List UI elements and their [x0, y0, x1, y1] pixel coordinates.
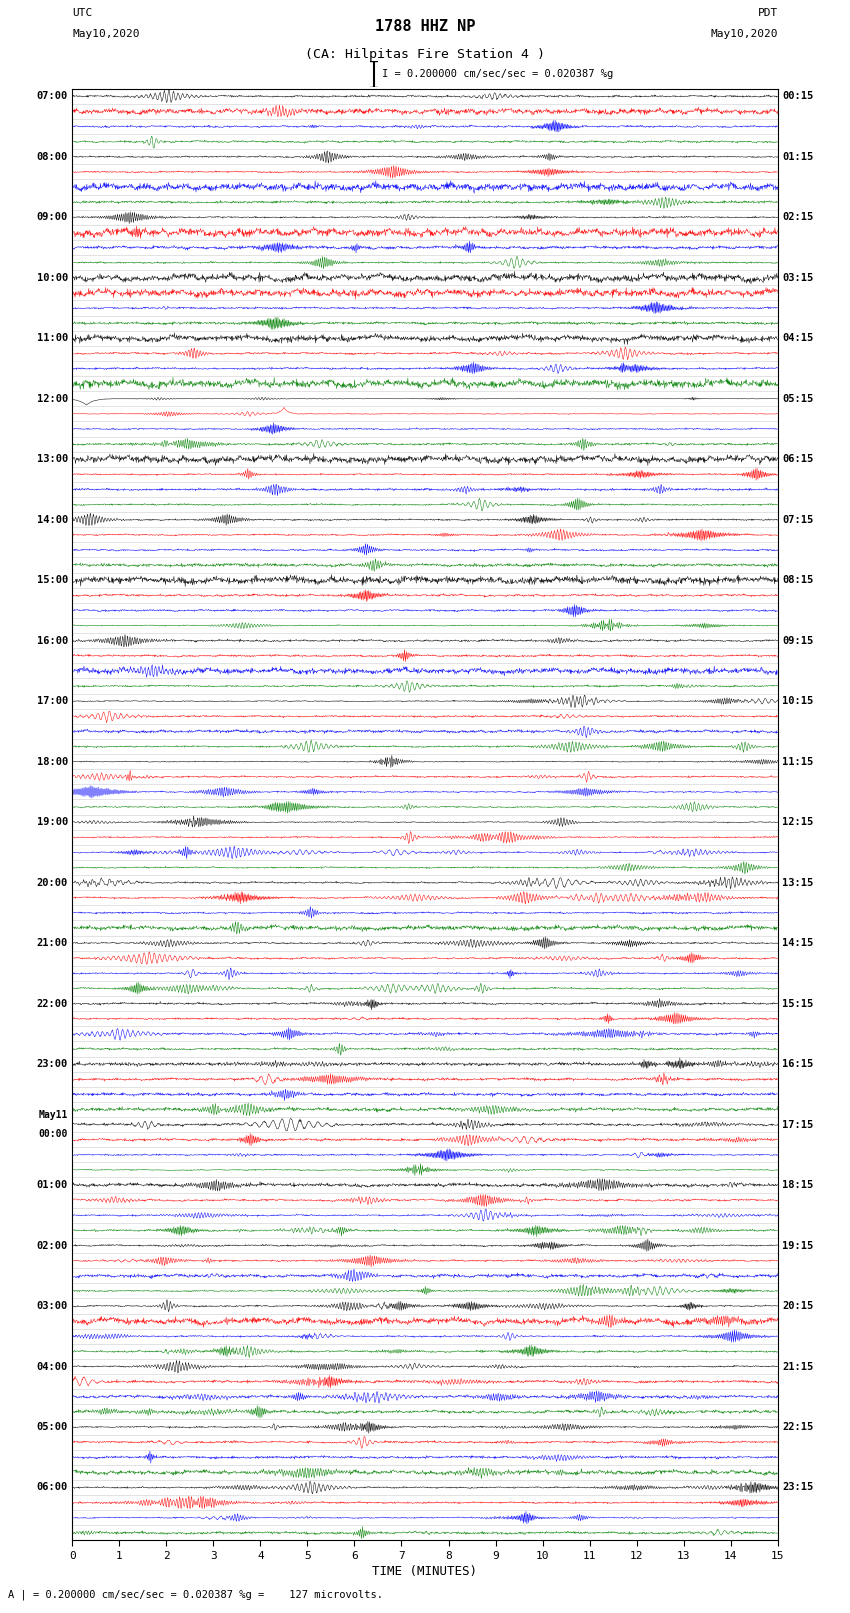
- Text: PDT: PDT: [757, 8, 778, 18]
- Text: 11:00: 11:00: [37, 334, 68, 344]
- Text: 19:00: 19:00: [37, 818, 68, 827]
- Text: 14:15: 14:15: [782, 939, 813, 948]
- Text: 17:15: 17:15: [782, 1119, 813, 1129]
- Text: 03:00: 03:00: [37, 1302, 68, 1311]
- Text: 22:00: 22:00: [37, 998, 68, 1008]
- Text: 14:00: 14:00: [37, 515, 68, 524]
- Text: 13:00: 13:00: [37, 455, 68, 465]
- Text: 04:15: 04:15: [782, 334, 813, 344]
- Text: 02:00: 02:00: [37, 1240, 68, 1250]
- Text: 10:00: 10:00: [37, 273, 68, 282]
- Text: 01:00: 01:00: [37, 1181, 68, 1190]
- Text: 12:00: 12:00: [37, 394, 68, 403]
- Text: 02:15: 02:15: [782, 213, 813, 223]
- Text: 18:15: 18:15: [782, 1181, 813, 1190]
- Text: 06:15: 06:15: [782, 455, 813, 465]
- Text: 08:00: 08:00: [37, 152, 68, 161]
- Text: 09:00: 09:00: [37, 213, 68, 223]
- Text: 20:15: 20:15: [782, 1302, 813, 1311]
- Text: 04:00: 04:00: [37, 1361, 68, 1371]
- Text: 15:15: 15:15: [782, 998, 813, 1008]
- Text: 1788 HHZ NP: 1788 HHZ NP: [375, 19, 475, 34]
- Text: 00:15: 00:15: [782, 92, 813, 102]
- Text: 19:15: 19:15: [782, 1240, 813, 1250]
- Text: May10,2020: May10,2020: [711, 29, 778, 39]
- Text: 06:00: 06:00: [37, 1482, 68, 1492]
- Text: 23:15: 23:15: [782, 1482, 813, 1492]
- Text: I = 0.200000 cm/sec/sec = 0.020387 %g: I = 0.200000 cm/sec/sec = 0.020387 %g: [382, 69, 614, 79]
- Text: May11: May11: [38, 1110, 68, 1119]
- Text: 01:15: 01:15: [782, 152, 813, 161]
- Text: 13:15: 13:15: [782, 877, 813, 887]
- Text: 10:15: 10:15: [782, 697, 813, 706]
- Text: 22:15: 22:15: [782, 1423, 813, 1432]
- Text: 11:15: 11:15: [782, 756, 813, 766]
- Text: 21:00: 21:00: [37, 939, 68, 948]
- Text: 23:00: 23:00: [37, 1060, 68, 1069]
- Text: 15:00: 15:00: [37, 576, 68, 586]
- Text: 21:15: 21:15: [782, 1361, 813, 1371]
- Text: 05:00: 05:00: [37, 1423, 68, 1432]
- Text: 20:00: 20:00: [37, 877, 68, 887]
- Text: UTC: UTC: [72, 8, 93, 18]
- Text: 00:00: 00:00: [38, 1129, 68, 1139]
- Text: 17:00: 17:00: [37, 697, 68, 706]
- Text: 05:15: 05:15: [782, 394, 813, 403]
- Text: 07:15: 07:15: [782, 515, 813, 524]
- Text: 12:15: 12:15: [782, 818, 813, 827]
- Text: 18:00: 18:00: [37, 756, 68, 766]
- Text: A | = 0.200000 cm/sec/sec = 0.020387 %g =    127 microvolts.: A | = 0.200000 cm/sec/sec = 0.020387 %g …: [8, 1589, 383, 1600]
- Text: 08:15: 08:15: [782, 576, 813, 586]
- Text: 07:00: 07:00: [37, 92, 68, 102]
- Text: 09:15: 09:15: [782, 636, 813, 645]
- Text: (CA: Hilpitas Fire Station 4 ): (CA: Hilpitas Fire Station 4 ): [305, 48, 545, 61]
- Text: May10,2020: May10,2020: [72, 29, 139, 39]
- Text: 16:15: 16:15: [782, 1060, 813, 1069]
- Text: 03:15: 03:15: [782, 273, 813, 282]
- X-axis label: TIME (MINUTES): TIME (MINUTES): [372, 1565, 478, 1578]
- Text: 16:00: 16:00: [37, 636, 68, 645]
